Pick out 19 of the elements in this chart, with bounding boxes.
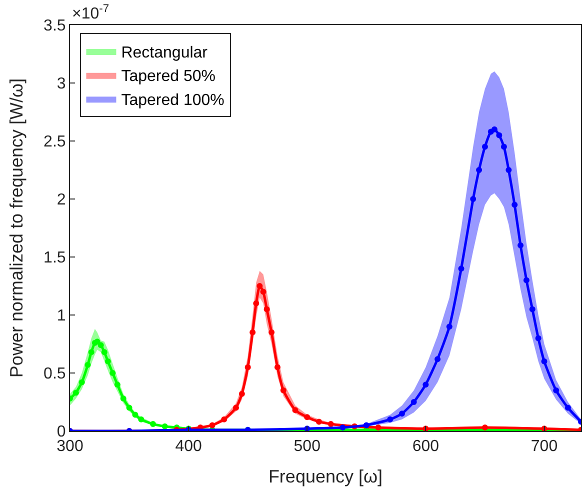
- x-tick-label: 300: [56, 438, 84, 456]
- y-tick-label: 3: [56, 76, 66, 93]
- y-axis-title: Power normalized to frequency [W/ω]: [6, 78, 27, 378]
- legend-label: Rectangular: [121, 44, 208, 62]
- y-tick-label: 1: [56, 308, 66, 325]
- x-tick-label: 500: [294, 438, 321, 456]
- y-tick-label: 2: [56, 192, 66, 209]
- y-tick-label: 3.5: [44, 18, 66, 35]
- legend-label: Tapered 100%: [121, 92, 224, 109]
- y-tick-label: 2.5: [44, 134, 66, 151]
- legend-label: Tapered 50%: [121, 68, 216, 86]
- y-tick-label: 0: [56, 424, 66, 441]
- y-tick-label: 0.5: [44, 366, 66, 383]
- text: ×10$^{-7}$: [72, 3, 110, 23]
- x-axis-title: Frequency [ω]: [268, 466, 383, 486]
- x-tick-label: 700: [530, 438, 558, 456]
- x-tick-label: 400: [175, 438, 202, 456]
- y-tick-label: 1.5: [44, 250, 66, 267]
- x-tick-label: 600: [412, 438, 440, 456]
